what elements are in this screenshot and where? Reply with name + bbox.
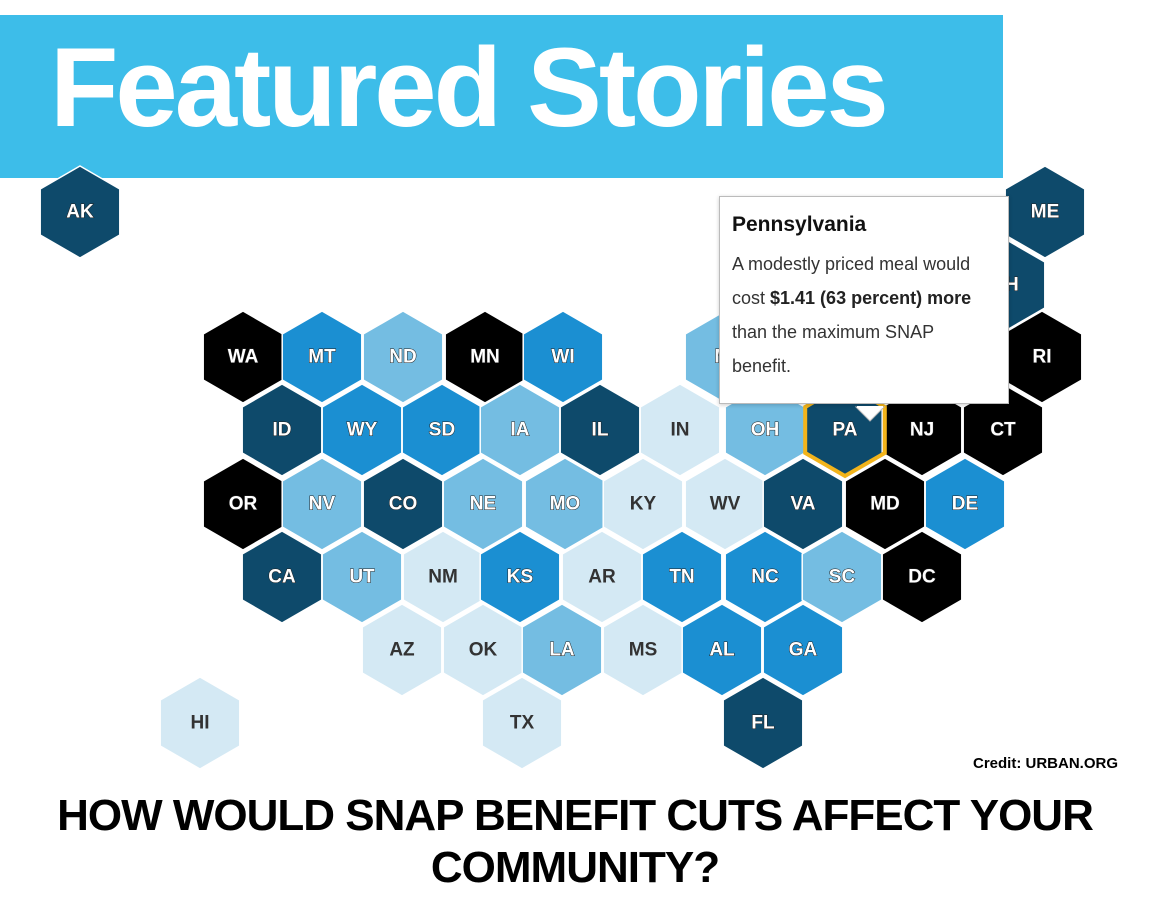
- state-label: IA: [511, 420, 530, 441]
- state-label: NE: [470, 494, 496, 515]
- state-label: HI: [191, 713, 210, 734]
- state-hex: [681, 603, 763, 697]
- state-hex: [962, 383, 1044, 477]
- state-label: AR: [588, 567, 616, 588]
- state-label: AK: [66, 202, 94, 223]
- state-hex: [602, 457, 684, 551]
- state-hex: [881, 530, 963, 624]
- state-label: CO: [389, 494, 418, 515]
- tooltip-title: Pennsylvania: [732, 213, 867, 236]
- state-label: CT: [990, 420, 1016, 441]
- state-label: UT: [349, 567, 375, 588]
- state-label: TX: [510, 713, 535, 734]
- tooltip: Pennsylvania A modestly priced meal woul…: [719, 196, 1009, 404]
- state-label: OR: [229, 494, 258, 515]
- state-hex: [361, 603, 443, 697]
- state-label: ME: [1031, 202, 1060, 223]
- state-label: AZ: [389, 640, 415, 661]
- credit: Credit: URBAN.ORG: [973, 755, 1118, 772]
- state-hex: [762, 603, 844, 697]
- state-label: FL: [751, 713, 775, 734]
- state-hex: [924, 457, 1006, 551]
- state-label: NV: [309, 494, 336, 515]
- state-label: WV: [710, 494, 741, 515]
- state-label: MS: [629, 640, 658, 661]
- state-label: MT: [308, 347, 336, 368]
- heading: HOW WOULD SNAP BENEFIT CUTS AFFECT YOUR …: [57, 791, 1094, 892]
- state-label: RI: [1033, 347, 1052, 368]
- state-hex: [639, 383, 721, 477]
- state-label: PA: [833, 420, 858, 441]
- state-label: IN: [671, 420, 690, 441]
- state-label: NJ: [910, 420, 934, 441]
- state-hex: [442, 457, 524, 551]
- state-label: OK: [469, 640, 498, 661]
- banner-title: Featured Stories: [50, 25, 889, 150]
- state-label: SC: [829, 567, 856, 588]
- state-hex: [159, 676, 241, 770]
- state-hex: [479, 530, 561, 624]
- state-label: OH: [751, 420, 780, 441]
- state-hex: [641, 530, 723, 624]
- state-label: WI: [551, 347, 574, 368]
- state-label: MO: [550, 494, 581, 515]
- state-hex: [762, 457, 844, 551]
- state-label: ND: [389, 347, 416, 368]
- state-label: KS: [507, 567, 533, 588]
- state-hex: [362, 310, 444, 404]
- state-hex: [321, 530, 403, 624]
- state-label: GA: [789, 640, 818, 661]
- state-hex: [722, 676, 804, 770]
- state-hex: [281, 457, 363, 551]
- state-label: IL: [592, 420, 609, 441]
- state-label: MD: [870, 494, 900, 515]
- state-label: NC: [751, 567, 779, 588]
- state-hex: [521, 603, 603, 697]
- banner: Featured Stories: [0, 15, 1003, 178]
- tooltip-body: A modestly priced meal would cost $1.41 …: [732, 247, 988, 383]
- state-label: MN: [470, 347, 500, 368]
- state-label: NM: [428, 567, 458, 588]
- state-label: KY: [630, 494, 657, 515]
- tooltip-text: than the maximum SNAP benefit.: [732, 322, 934, 376]
- state-label: WY: [347, 420, 378, 441]
- state-hex: [522, 310, 604, 404]
- state-label: DE: [952, 494, 978, 515]
- state-label: TN: [669, 567, 694, 588]
- state-label: DC: [908, 567, 936, 588]
- state-label: ID: [273, 420, 292, 441]
- state-label: VA: [791, 494, 816, 515]
- state-label: LA: [549, 640, 575, 661]
- tooltip-text: A modestly priced meal would cost: [732, 254, 971, 308]
- state-hex: [1004, 165, 1086, 259]
- state-label: CA: [268, 567, 296, 588]
- state-label: AL: [709, 640, 735, 661]
- state-hex: [281, 310, 363, 404]
- state-hex: [481, 676, 563, 770]
- state-label: SD: [429, 420, 455, 441]
- tooltip-bold: $1.41 (63 percent) more: [770, 288, 972, 308]
- state-hex: [39, 165, 121, 259]
- state-label: WA: [228, 347, 259, 368]
